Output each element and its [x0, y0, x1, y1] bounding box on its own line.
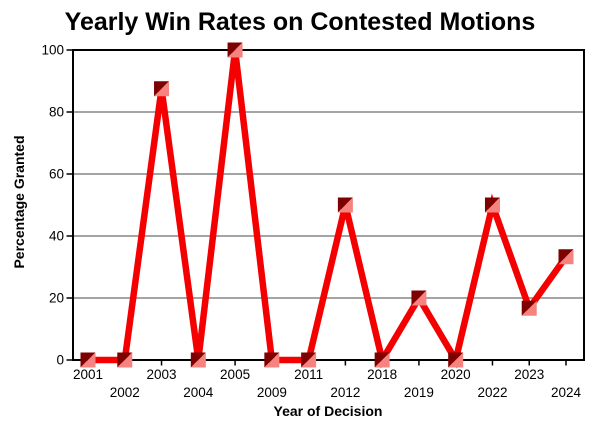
- data-point: [117, 352, 133, 368]
- marker-dark-half: [117, 352, 133, 368]
- marker-light-half: [190, 352, 206, 368]
- axis-tick-labels: 0 20 40 60 80 100 2001 2002 2003 2004 2005 2009 2011…: [41, 43, 581, 401]
- x-tick-label: 2001: [73, 367, 103, 382]
- x-tick-label: 2002: [110, 385, 140, 400]
- marker-dark-half: [558, 249, 574, 265]
- marker-light-half: [448, 352, 464, 368]
- x-tick-label: 2011: [294, 367, 323, 382]
- data-point: [154, 81, 170, 97]
- series-line: [88, 49, 569, 369]
- data-point: [337, 197, 353, 213]
- chart-title: Yearly Win Rates on Contested Motions: [65, 8, 536, 36]
- marker-light-half: [337, 197, 353, 213]
- x-tick-label: 2020: [441, 367, 471, 382]
- y-tick-label: 100: [41, 43, 64, 58]
- x-tick-label: 2024: [551, 385, 582, 400]
- x-axis-title: Year of Decision: [274, 403, 383, 419]
- y-tick-label: 20: [49, 291, 64, 306]
- plot-area-border: [72, 49, 585, 361]
- marker-light-half: [374, 352, 390, 368]
- y-tick-label: 80: [49, 105, 64, 120]
- x-tick-label: 2012: [330, 385, 360, 400]
- marker-light-half: [558, 249, 574, 265]
- data-series: [80, 42, 574, 369]
- marker-light-half: [521, 300, 537, 316]
- data-point: [80, 352, 96, 368]
- x-tick-label: 2023: [514, 367, 544, 382]
- x-tick-label: 2022: [477, 385, 507, 400]
- data-point: [374, 352, 390, 368]
- data-point: [484, 197, 500, 213]
- marker-light-half: [411, 290, 427, 306]
- marker-light-half: [80, 352, 96, 368]
- data-point: [411, 290, 427, 306]
- marker-light-half: [301, 352, 317, 368]
- y-axis-title: Percentage Granted: [11, 135, 27, 268]
- data-point: [264, 352, 280, 368]
- data-point: [301, 352, 317, 368]
- marker-light-half: [154, 81, 170, 97]
- x-tick-label: 2019: [404, 385, 434, 400]
- x-tick-label: 2009: [257, 385, 287, 400]
- data-point: [521, 300, 537, 316]
- marker-light-half: [264, 352, 280, 368]
- x-tick-label: 2005: [220, 367, 250, 382]
- data-point: [190, 352, 206, 368]
- data-point: [558, 249, 574, 265]
- x-tick-label: 2018: [367, 367, 397, 382]
- marker-light-half: [484, 197, 500, 213]
- y-tick-label: 40: [49, 229, 64, 244]
- y-tick-label: 0: [56, 353, 64, 368]
- marker-light-half: [227, 42, 243, 58]
- marker-light-half: [117, 352, 133, 368]
- x-tick-label: 2004: [183, 385, 214, 400]
- data-point: [448, 352, 464, 368]
- y-tick-label: 60: [49, 167, 64, 182]
- x-tick-label: 2003: [147, 367, 177, 382]
- data-point: [227, 42, 243, 58]
